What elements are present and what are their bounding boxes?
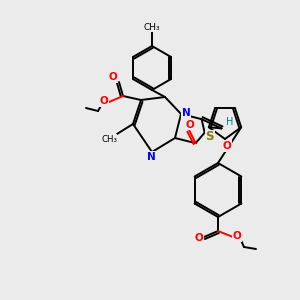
Text: O: O bbox=[195, 233, 203, 243]
Text: S: S bbox=[206, 130, 214, 143]
Text: N: N bbox=[182, 108, 190, 118]
Text: CH₃: CH₃ bbox=[144, 22, 160, 32]
Text: O: O bbox=[232, 231, 242, 241]
Text: O: O bbox=[223, 141, 231, 151]
Text: O: O bbox=[109, 72, 117, 82]
Text: O: O bbox=[100, 96, 108, 106]
Text: H: H bbox=[226, 118, 233, 128]
Text: CH₃: CH₃ bbox=[101, 134, 117, 143]
Text: N: N bbox=[147, 152, 155, 162]
Text: O: O bbox=[186, 120, 195, 130]
